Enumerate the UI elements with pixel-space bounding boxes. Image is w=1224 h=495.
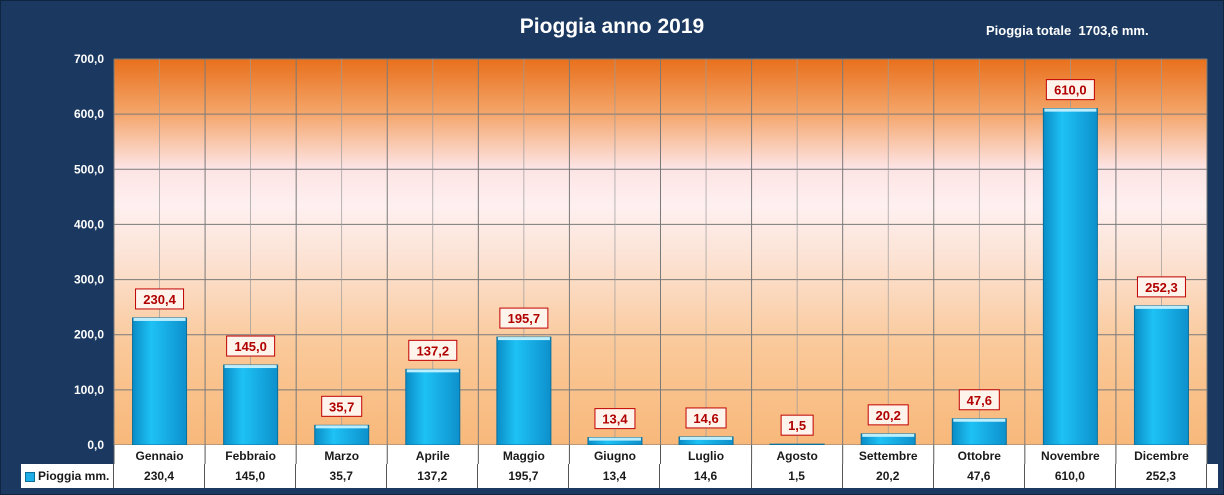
- bar: [1042, 108, 1098, 446]
- y-tick-label: 500,0: [74, 162, 104, 176]
- x-tick-label: Ottobre: [958, 449, 1002, 463]
- bar: [1133, 305, 1189, 446]
- bar-gennaio: [132, 317, 188, 446]
- table-cell-maggio: 195,7: [478, 464, 570, 488]
- value-label-box: [867, 404, 909, 426]
- value-label-box: [135, 288, 185, 310]
- value-label-box: [958, 389, 1000, 411]
- table-cell-settembre: 20,2: [843, 464, 934, 488]
- bar-top: [862, 433, 915, 437]
- y-axis: 0,0 100,0 200,0 300,0 400,0 500,0 600,0 700,0: [74, 52, 104, 452]
- bar: [405, 368, 461, 446]
- bar-top: [680, 436, 733, 440]
- value-label: 14,6: [693, 411, 718, 426]
- table-cell-luglio: 14,6: [661, 464, 752, 488]
- value-label: 252,3: [1145, 280, 1178, 295]
- bar: [223, 364, 279, 446]
- x-tick-label: Giugno: [594, 449, 636, 463]
- y-tick-label: 300,0: [74, 273, 104, 287]
- bar-top: [315, 425, 368, 429]
- value-label-box: [321, 395, 363, 417]
- x-tick-label: Marzo: [324, 449, 359, 463]
- value-label: 1,5: [788, 418, 806, 433]
- bar-top: [224, 365, 277, 369]
- table-cell-novembre: 610,0: [1025, 464, 1116, 488]
- x-tick-label: Novembre: [1041, 449, 1100, 463]
- bar-luglio: [678, 436, 734, 446]
- value-label: 47,6: [967, 393, 992, 408]
- value-label: 230,4: [143, 292, 176, 307]
- y-tick-label: 100,0: [74, 383, 104, 397]
- bar-top: [953, 418, 1006, 422]
- y-tick-label: 600,0: [74, 107, 104, 121]
- value-label: 137,2: [417, 343, 450, 358]
- value-label: 610,0: [1054, 83, 1087, 98]
- bar-febbraio: [223, 364, 279, 446]
- table-legend: Pioggia mm.: [21, 464, 114, 488]
- bar: [496, 336, 552, 446]
- value-label: 145,0: [234, 339, 267, 354]
- value-label-box: [226, 335, 276, 357]
- value-label-box: [1045, 79, 1095, 101]
- value-labels: 230,4 145,0 35,7 137,2 195,7 13,4 14,6 1,5 20,2 4…: [135, 79, 1186, 436]
- table-cell-febbraio: 145,0: [205, 464, 297, 488]
- bar-giugno: [587, 437, 643, 446]
- x-tick-label: Aprile: [416, 449, 450, 463]
- bar-marzo: [314, 424, 370, 446]
- table-cell-giugno: 13,4: [569, 464, 661, 488]
- x-tick-label: Gennaio: [136, 449, 184, 463]
- value-label: 20,2: [876, 408, 901, 423]
- value-label-box: [685, 407, 727, 429]
- legend-key-icon: [25, 471, 35, 482]
- y-tick-label: 700,0: [74, 52, 104, 66]
- bar-settembre: [860, 433, 916, 446]
- value-label-box: [1136, 276, 1186, 298]
- table-cell-dicembre: 252,3: [1116, 464, 1207, 488]
- value-label: 35,7: [329, 399, 354, 414]
- y-tick-label: 200,0: [74, 328, 104, 342]
- bar-maggio: [496, 336, 552, 446]
- bar-novembre: [1042, 108, 1098, 446]
- bar-top: [588, 437, 641, 441]
- bar: [951, 418, 1007, 446]
- bar-top: [1135, 305, 1188, 309]
- bar-agosto: [769, 443, 825, 446]
- total-rainfall: Pioggia totale 1703,6 mm.: [986, 23, 1149, 38]
- bar-top: [497, 337, 550, 341]
- y-tick-label: 400,0: [74, 217, 104, 231]
- data-table: Pioggia mm. 230,4 145,0 35,7 137,2 195,7 13,4…: [21, 464, 1218, 488]
- bar-top: [1044, 108, 1097, 112]
- value-label: 13,4: [602, 412, 628, 427]
- value-label: 195,7: [508, 311, 541, 326]
- table-cell-gennaio: 230,4: [114, 464, 206, 488]
- table-cell-marzo: 35,7: [296, 464, 388, 488]
- bar-top: [406, 369, 459, 373]
- table-cell-ottobre: 47,6: [934, 464, 1025, 488]
- value-label-box: [408, 339, 458, 361]
- value-label-box: [780, 414, 814, 436]
- x-tick-label: Maggio: [503, 449, 545, 463]
- bar-ottobre: [951, 418, 1007, 446]
- bar-aprile: [405, 368, 461, 446]
- bar-dicembre: [1133, 305, 1189, 446]
- bar: [132, 317, 188, 446]
- table-cell-aprile: 137,2: [387, 464, 479, 488]
- chart-title: Pioggia anno 2019: [519, 15, 705, 38]
- bar: [769, 443, 825, 446]
- x-tick-label: Agosto: [776, 449, 817, 463]
- x-tick-label: Luglio: [688, 449, 724, 463]
- value-label-box: [594, 408, 636, 430]
- x-tick-label: Febbraio: [225, 449, 276, 463]
- series-name: Pioggia mm.: [38, 469, 110, 483]
- y-tick-label: 0,0: [87, 438, 104, 452]
- grid-lines: [113, 58, 1208, 446]
- x-axis: Gennaio Febbraio Marzo Aprile Maggio Giugno Lu…: [113, 445, 1208, 464]
- x-tick-label: Dicembre: [1134, 449, 1189, 463]
- bar-top: [133, 317, 186, 321]
- table-cell-agosto: 1,5: [752, 464, 843, 488]
- x-tick-label: Settembre: [859, 449, 918, 463]
- value-label-box: [499, 307, 549, 329]
